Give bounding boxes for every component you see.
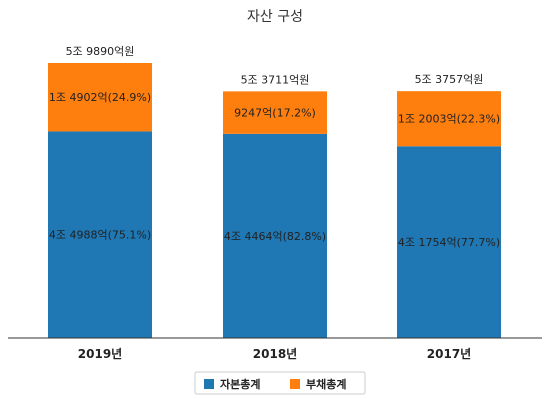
data-label-equity-2017: 4조 1754억(77.7%) <box>398 236 500 249</box>
x-tick-2019: 2019년 <box>78 347 122 361</box>
legend-label-equity: 자본총계 <box>220 377 260 391</box>
data-label-liabilities-2019: 1조 4902억(24.9%) <box>49 91 151 104</box>
bar-equity-2019 <box>48 131 152 338</box>
bar-liabilities-2018 <box>223 91 327 134</box>
legend[interactable]: 자본총계 부채총계 <box>194 371 366 395</box>
x-tick-2017: 2017년 <box>427 347 471 361</box>
chart-title: 자산 구성 <box>247 9 303 25</box>
x-tick-labels: 2019년 2018년 2017년 <box>78 347 471 361</box>
legend-box <box>194 371 366 395</box>
data-label-liabilities-2017: 1조 2003억(22.3%) <box>398 113 500 126</box>
legend-label-liabilities: 부채총계 <box>306 377 346 391</box>
bars-group: 4조 4988억(75.1%) 1조 4902억(24.9%) 5조 9890억원 4… <box>48 45 501 338</box>
bar-equity-2017 <box>397 146 501 338</box>
bar-liabilities-2019 <box>48 63 152 132</box>
data-label-equity-2019: 4조 4988억(75.1%) <box>49 229 151 242</box>
legend-swatch-liabilities <box>290 379 300 389</box>
data-label-liabilities-2018: 9247억(17.2%) <box>234 107 316 120</box>
total-label-2017: 5조 3757억원 <box>415 73 484 86</box>
total-label-2018: 5조 3711억원 <box>241 73 310 86</box>
bar-equity-2018 <box>223 133 327 338</box>
legend-swatch-equity <box>204 379 214 389</box>
bar-liabilities-2017 <box>397 91 501 147</box>
x-tick-2018: 2018년 <box>253 347 297 361</box>
data-label-equity-2018: 4조 4464억(82.8%) <box>224 230 326 243</box>
total-label-2019: 5조 9890억원 <box>66 45 135 58</box>
